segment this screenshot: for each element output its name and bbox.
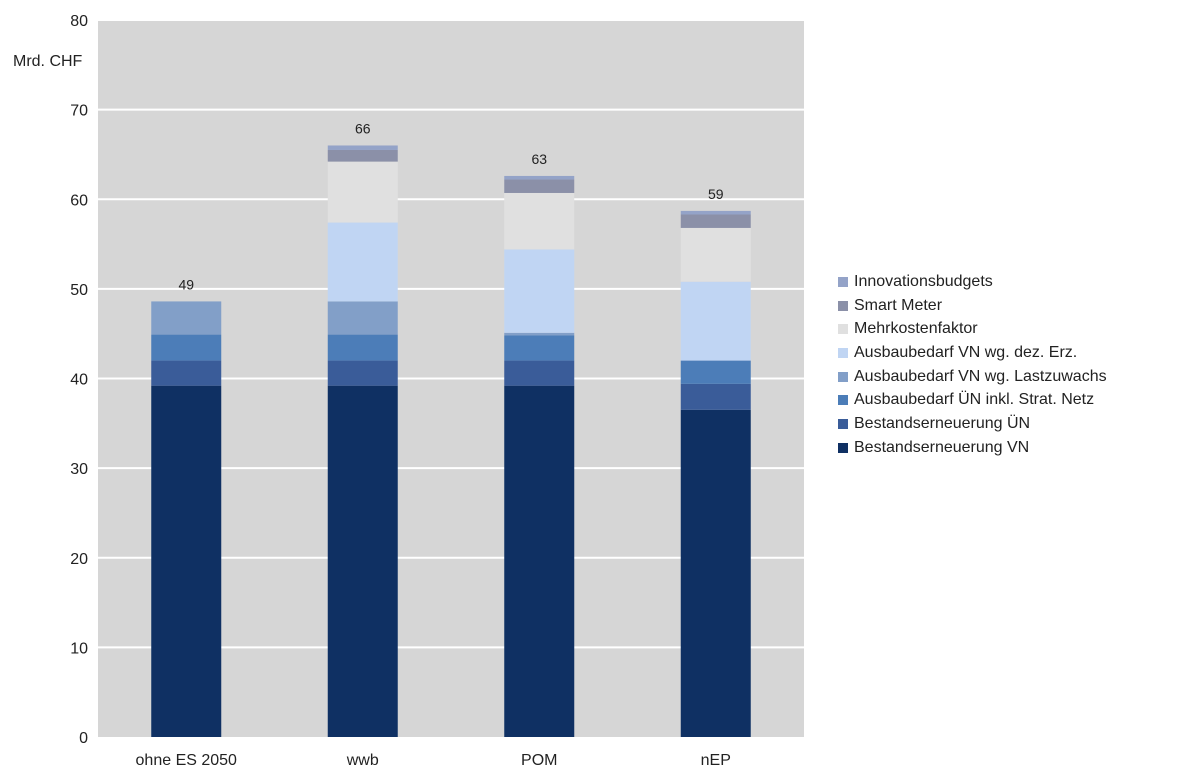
bar-segment [504,175,575,180]
bar-segment [504,360,575,386]
y-tick-label: 30 [70,461,88,478]
legend-item: Mehrkostenfaktor [838,317,1107,341]
bar-segment [680,210,751,215]
legend-item: Bestandserneuerung VN [838,436,1107,460]
y-tick-label: 0 [79,730,88,747]
total-labels: 49 66 63 59 [178,120,723,292]
bar-segment [151,360,222,386]
legend-label: Ausbaubedarf VN wg. Lastzuwachs [854,367,1107,385]
y-axis-unit-label: Mrd. CHF [13,53,83,70]
legend-label: Ausbaubedarf ÜN inkl. Strat. Netz [854,391,1095,409]
bar-segment [504,192,575,250]
legend-item: Ausbaubedarf VN wg. Lastzuwachs [838,365,1107,389]
legend-swatch [838,371,848,382]
bars [151,145,751,737]
legend-swatch [838,442,848,453]
bar-segment [680,360,751,384]
bar-segment [680,227,751,282]
legend-label: Bestandserneuerung VN [854,438,1030,456]
y-tick-label: 70 [70,103,88,120]
x-axis-tick-labels: ohne ES 2050 wwb POM nEP [136,752,731,769]
legend-label: Smart Meter [854,296,943,314]
x-tick-label: wwb [346,752,379,769]
legend-label: Bestandserneuerung ÜN [854,414,1031,432]
legend-label: Mehrkostenfaktor [854,320,978,338]
legend: Innovationsbudgets Smart Meter Mehrkostenf… [838,270,1107,460]
legend-item: Smart Meter [838,294,1107,318]
y-tick-label: 60 [70,192,88,209]
bar-segment [151,301,222,335]
legend-swatch [838,347,848,358]
bar-segment [327,385,398,737]
legend-item: Ausbaubedarf VN wg. dez. Erz. [838,341,1107,365]
legend-item: Ausbaubedarf ÜN inkl. Strat. Netz [838,388,1107,412]
bar-segment [504,385,575,737]
bar-segment [504,335,575,361]
bar-segment [327,301,398,335]
legend-item: Bestandserneuerung ÜN [838,412,1107,436]
bar-segment [504,332,575,336]
legend-item: Innovationsbudgets [838,270,1107,294]
x-tick-label: nEP [701,752,731,769]
total-label: 66 [355,120,371,136]
x-tick-label: POM [521,752,557,769]
bar-segment [680,281,751,361]
bar-segment [680,214,751,228]
y-tick-label: 10 [70,640,88,657]
legend-swatch [838,276,848,287]
bar-segment [327,334,398,361]
bar-segment [680,383,751,410]
y-tick-label: 50 [70,282,88,299]
bar-segment [327,360,398,386]
y-tick-label: 20 [70,551,88,568]
bar-segment [504,249,575,333]
bar-segment [151,334,222,361]
bar-segment [327,145,398,150]
y-tick-label: 40 [70,372,88,389]
bar-segment [327,149,398,162]
legend-swatch [838,395,848,406]
legend-label: Ausbaubedarf VN wg. dez. Erz. [854,343,1078,361]
total-label: 59 [708,186,724,202]
y-tick-label: 80 [70,13,88,30]
bar-segment [327,161,398,223]
legend-swatch [838,324,848,335]
total-label: 49 [178,276,194,292]
bar-segment [151,385,222,737]
legend-label: Innovationsbudgets [854,272,993,290]
bar-segment [327,222,398,302]
x-tick-label: ohne ES 2050 [136,752,238,769]
y-axis-tick-labels: 0 10 20 30 40 50 60 70 80 [70,13,88,747]
legend-swatch [838,300,848,311]
total-label: 63 [531,151,547,167]
bar-segment [504,179,575,193]
legend-swatch [838,418,848,429]
bar-segment [680,409,751,737]
